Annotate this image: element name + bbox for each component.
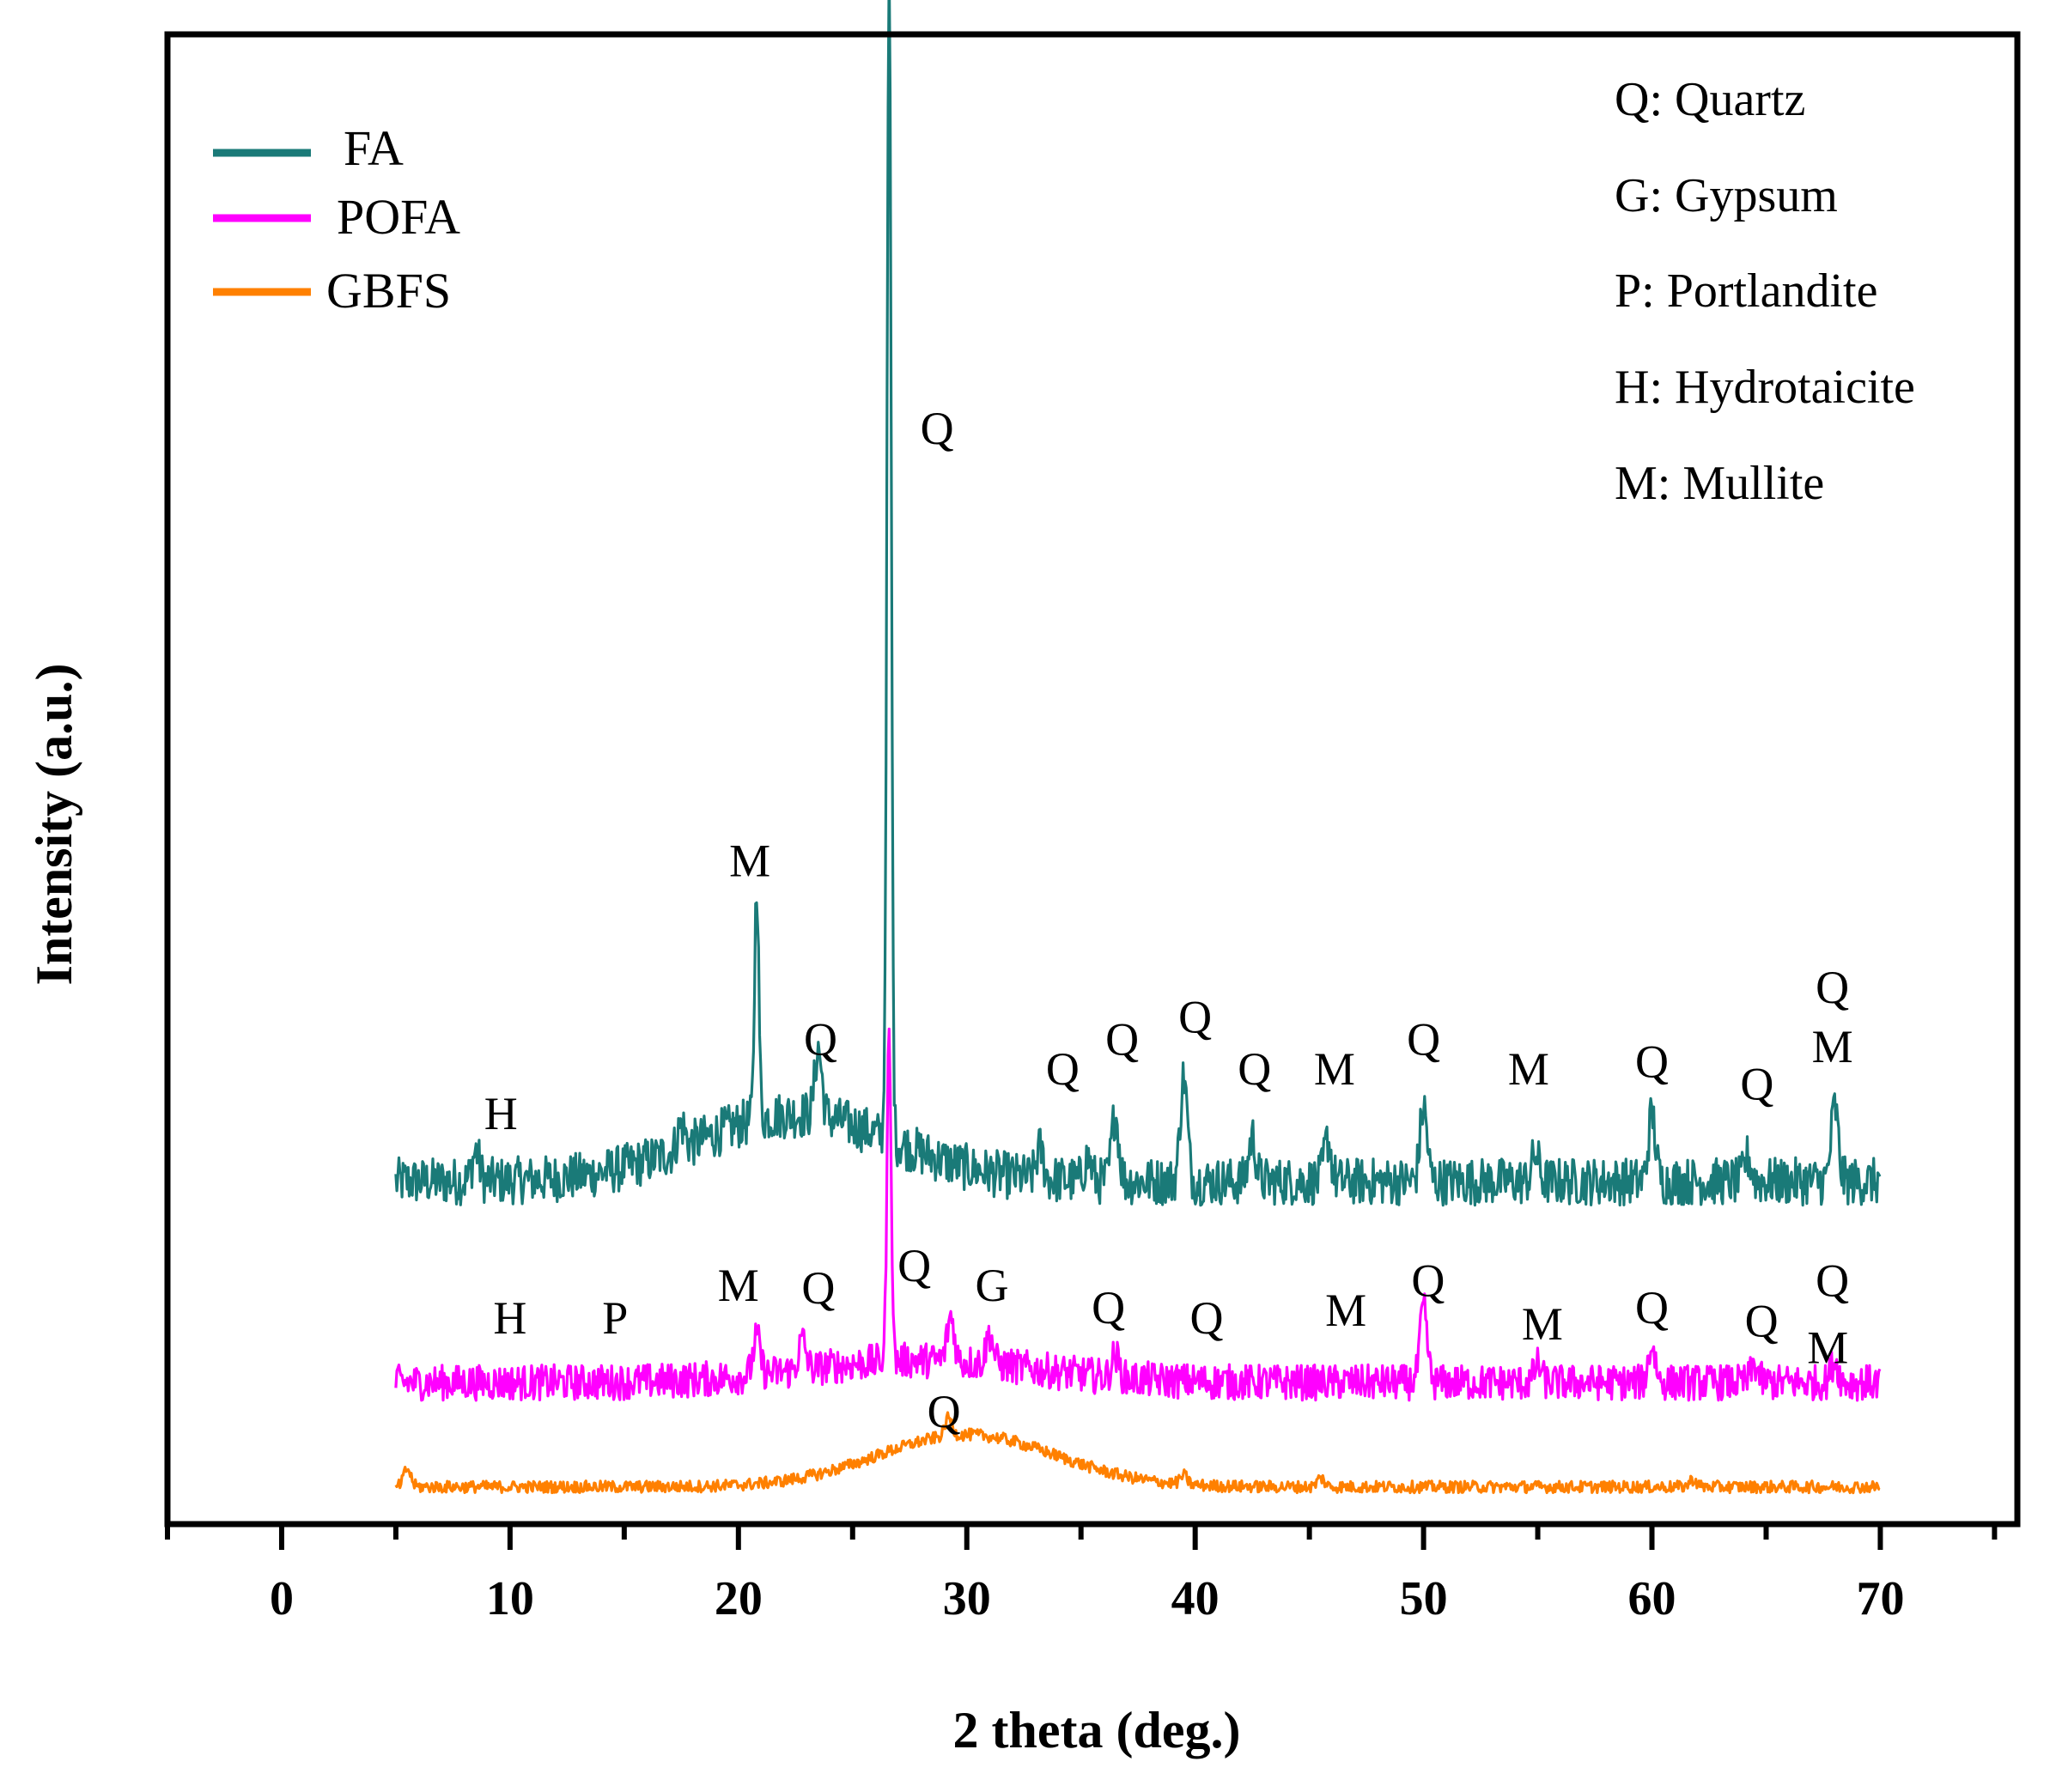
phase-key-mullite: M: Mullite <box>1615 457 1824 510</box>
legend: FA POFA GBFS <box>213 120 460 319</box>
plot-frame <box>164 31 2021 1528</box>
x-axis-ticks: 0 10 20 30 40 50 60 70 <box>165 1524 1998 1625</box>
x-tick-label: 60 <box>1628 1572 1676 1625</box>
peak-label: Q <box>1816 1255 1849 1307</box>
peak-label: Q <box>804 1013 837 1065</box>
x-tick-label: 20 <box>715 1572 763 1625</box>
phase-key: Q: Quartz G: Gypsum P: Portlandite H: Hy… <box>1615 73 1915 510</box>
x-axis-title: 2 theta (deg.) <box>953 1702 1241 1759</box>
peak-label: Q <box>897 1240 931 1291</box>
phase-key-portlandite: P: Portlandite <box>1615 264 1877 318</box>
peak-label: Q <box>1046 1043 1080 1095</box>
phase-key-quartz: Q: Quartz <box>1615 73 1805 126</box>
peak-label: Q <box>1411 1255 1445 1307</box>
peak-label: Q <box>1092 1282 1125 1333</box>
series-layer <box>394 0 1882 1495</box>
peak-label: Q <box>1238 1043 1271 1095</box>
peak-label: M <box>1508 1043 1549 1095</box>
x-tick-label: 40 <box>1171 1572 1220 1625</box>
phase-key-hydrotalcite: H: Hydrotaicite <box>1615 361 1915 414</box>
x-tick-label: 70 <box>1856 1572 1904 1625</box>
series-line-gbfs <box>394 1411 1881 1495</box>
series-line-pofa <box>394 1027 1882 1402</box>
peak-label: Q <box>921 403 954 454</box>
peak-label: Q <box>1816 962 1849 1013</box>
peak-label: Q <box>1740 1059 1773 1110</box>
peak-label: Q <box>1178 991 1212 1042</box>
legend-label-fa: FA <box>344 120 404 176</box>
peak-label: P <box>602 1292 628 1344</box>
legend-label-gbfs: GBFS <box>326 263 451 319</box>
peak-label: H <box>484 1088 518 1139</box>
peak-label: Q <box>1189 1292 1223 1344</box>
legend-label-pofa: POFA <box>337 189 460 245</box>
x-tick-label: 0 <box>270 1572 294 1625</box>
peak-label: Q <box>1745 1295 1779 1346</box>
peak-label: Q <box>801 1262 835 1314</box>
peak-label: Q <box>1407 1013 1440 1065</box>
peak-label: Q <box>1635 1282 1669 1333</box>
peak-label: M <box>1812 1021 1853 1072</box>
phase-key-gypsum: G: Gypsum <box>1615 169 1838 222</box>
x-tick-label: 30 <box>943 1572 991 1625</box>
series-line-fa <box>394 0 1882 1207</box>
peak-label: M <box>1522 1298 1563 1350</box>
peak-label: M <box>1807 1322 1848 1374</box>
peak-label: M <box>1325 1285 1366 1336</box>
y-axis-title: Intensity (a.u.) <box>26 663 82 985</box>
peak-label: Q <box>928 1386 961 1437</box>
x-tick-label: 10 <box>486 1572 534 1625</box>
peak-label: Q <box>1105 1013 1139 1065</box>
peak-label: G <box>975 1260 1008 1311</box>
peak-label: H <box>493 1292 526 1344</box>
peak-label: Q <box>1635 1036 1669 1088</box>
peak-label: M <box>729 835 770 886</box>
peak-label: M <box>1314 1043 1355 1095</box>
x-tick-label: 50 <box>1400 1572 1448 1625</box>
peak-label: M <box>718 1260 759 1311</box>
